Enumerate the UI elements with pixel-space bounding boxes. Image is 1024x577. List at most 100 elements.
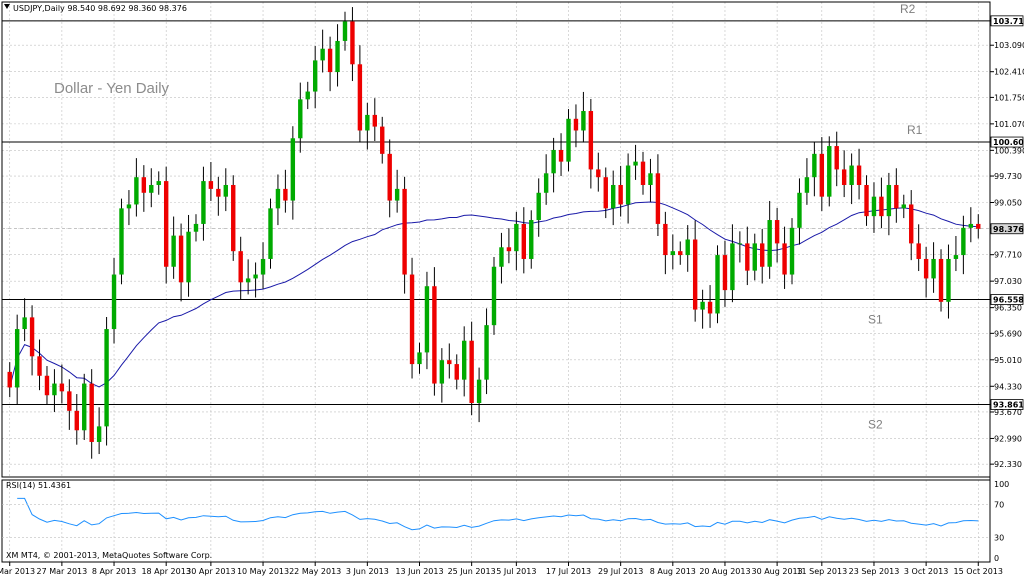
candle [119,198,124,285]
candle [290,126,296,220]
candle [901,194,906,219]
candle [126,190,132,226]
price-axis: 103.716 103.090 102.410 101.750 101.070 100.6… [990,15,1024,469]
date-tick-label: 13 Jun 2013 [395,567,443,576]
candle [521,207,527,274]
date-tick-label: 25 Jun 2013 [448,567,496,576]
candle [193,214,199,242]
candle [804,158,810,205]
candle [976,214,981,239]
date-tick-label: 8 Apr 2013 [92,567,136,576]
copyright-text: XM MT4, © 2001-2013, MetaQuotes Software… [6,551,212,560]
candle [238,236,243,300]
candle [417,342,422,374]
candle [760,228,765,284]
candle [111,257,117,344]
symbol-header: USDJPY,Daily 98.540 98.692 98.360 98.376 [13,4,187,13]
candle [633,144,638,180]
candle [692,220,698,322]
candle [841,150,847,198]
candle [424,271,430,370]
candle [685,225,690,272]
date-tick-label: 10 May 2013 [237,567,289,576]
candle [752,233,757,281]
candle [409,257,415,379]
price-tick-label: 92.990 [994,434,1022,443]
candle [141,165,147,212]
candle [707,285,713,328]
price-box-label: 103.716 [993,17,1024,26]
level-label-r2: R2 [900,2,916,16]
candle [603,167,608,219]
candle [312,45,318,109]
rsi-series-line [17,497,979,531]
price-box: 93.861 [990,399,1024,410]
candle [22,298,27,342]
candle [260,242,266,289]
moving-average-line [9,201,979,388]
candle [618,165,623,217]
candle [350,7,355,82]
dropdown-triangle-icon [4,4,10,9]
candle [730,224,735,303]
price-box-label: 98.376 [993,225,1024,234]
price-tick-label: 94.330 [994,382,1022,391]
price-tick-label: 101.750 [994,93,1024,102]
candle [670,234,676,270]
price-tick-label: 103.090 [994,41,1024,50]
candle [536,178,541,237]
candle [625,153,631,224]
candle [394,169,400,213]
price-tick-label: 97.710 [994,251,1022,260]
candle [305,81,310,110]
candle [596,152,601,192]
candle [454,354,459,390]
candle [767,200,772,279]
candle [178,223,184,302]
price-tick-label: 102.410 [994,68,1024,77]
ma-50-line [9,201,979,388]
candle [715,245,720,324]
candle [275,174,281,226]
price-tick-label: 96.350 [994,304,1022,313]
candle [938,249,944,312]
price-box: 103.716 [990,15,1024,27]
candle [581,91,586,143]
price-box: 100.603 [990,136,1024,148]
rsi-tick-label: 30 [994,533,1004,542]
date-tick-label: 11 Sep 2013 [796,567,847,576]
candle [469,321,474,416]
level-label-s2: S2 [868,418,883,432]
date-tick-label: 5 Jul 2013 [496,567,536,576]
date-tick-label: 3 Jun 2013 [346,567,389,576]
candle [745,226,750,286]
candle [96,407,102,455]
price-box-label: 96.558 [993,296,1024,305]
candle [74,394,79,445]
candle [506,228,512,264]
rsi-tick-label: 0 [994,554,999,563]
candle [216,176,221,216]
rsi-tick-label: 100 [994,480,1009,489]
price-tick-label: 93.670 [994,408,1022,417]
candle [223,168,228,212]
price-tick-label: 92.330 [994,460,1022,469]
candle [402,176,407,294]
candle [104,316,109,446]
candle [380,116,385,164]
candle [320,29,325,73]
candle [894,168,899,223]
candle [37,339,42,391]
candle [484,308,489,395]
candle [961,215,966,275]
candle [923,246,929,298]
candle [268,198,273,269]
candle [283,169,288,213]
candle [871,182,877,233]
candle [156,171,161,195]
candle [432,267,437,396]
candle [856,148,862,200]
price-box-label: 100.603 [993,138,1024,147]
level-label-r1: R1 [907,123,923,137]
